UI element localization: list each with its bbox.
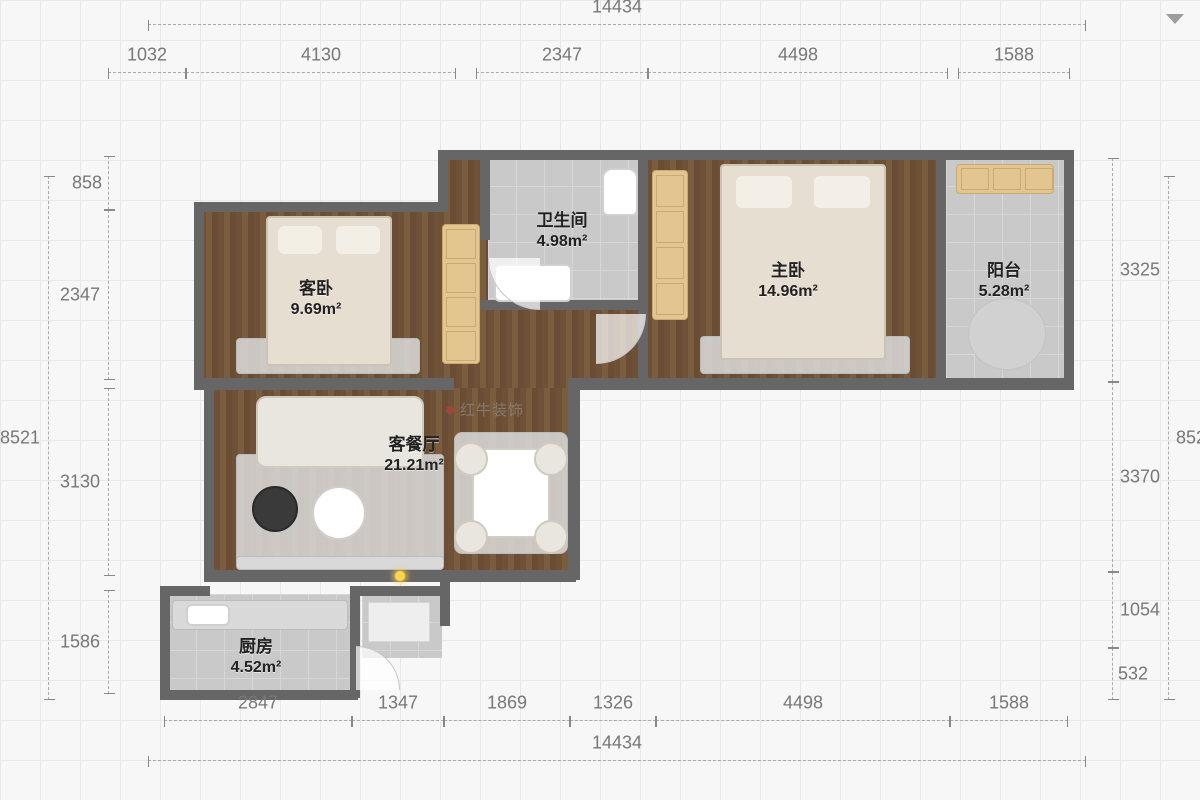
balcony-shelf xyxy=(956,164,1054,194)
wall-segment xyxy=(204,570,576,582)
room-label-balcony: 阳台 5.28m² xyxy=(979,256,1030,301)
wall-segment xyxy=(194,378,454,390)
balcony-rug xyxy=(968,298,1046,370)
room-name: 客卧 xyxy=(299,279,333,298)
dim-left-0-line xyxy=(108,156,109,210)
dim-right-0-value: 3325 xyxy=(1120,260,1160,281)
wall-segment xyxy=(638,150,648,388)
dim-left-3-line xyxy=(108,590,109,694)
light-indicator xyxy=(395,571,405,581)
dim-bottom-5-value: 1588 xyxy=(989,693,1029,714)
wall-segment xyxy=(194,202,446,212)
master-bedroom-shelf xyxy=(652,170,688,320)
dim-top-0-line xyxy=(108,72,186,73)
dim-left-overall-line xyxy=(48,176,49,700)
dim-top-0-value: 1032 xyxy=(127,45,167,66)
dim-bottom-2-line xyxy=(444,720,570,721)
wall-segment xyxy=(1064,150,1074,386)
dim-bottom-1-line xyxy=(352,720,444,721)
dim-top-overall-line xyxy=(148,24,1086,25)
watermark: 红牛装饰 xyxy=(446,399,524,420)
room-label-living_dining: 客餐厅 21.21m² xyxy=(384,430,444,475)
kitchen-sink xyxy=(186,604,230,626)
room-label-guest_bedroom: 客卧 9.69m² xyxy=(291,274,342,319)
side-table xyxy=(252,486,298,532)
dim-top-1-value: 4130 xyxy=(301,45,341,66)
dim-bottom-0-value: 2847 xyxy=(238,693,278,714)
dim-left-0-value: 858 xyxy=(72,173,102,194)
room-name: 阳台 xyxy=(987,261,1021,280)
dim-bottom-3-line xyxy=(570,720,656,721)
tv-unit xyxy=(236,556,444,570)
room-name: 客餐厅 xyxy=(389,435,440,454)
wall-segment xyxy=(568,378,580,580)
dim-right-0-line xyxy=(1112,158,1113,382)
dining-chair xyxy=(454,442,488,476)
dim-top-1-line xyxy=(186,72,456,73)
dim-bottom-0-line xyxy=(164,720,352,721)
dim-top-3-value: 4498 xyxy=(778,45,818,66)
dining-chair xyxy=(454,520,488,554)
dim-right-overall-line xyxy=(1168,176,1169,700)
dim-right-1-line xyxy=(1112,382,1113,572)
room-area: 5.28m² xyxy=(979,283,1030,301)
dim-bottom-4-line xyxy=(656,720,950,721)
wall-segment xyxy=(936,150,946,388)
room-label-kitchen: 厨房 4.52m² xyxy=(231,632,282,677)
dim-left-1-value: 2347 xyxy=(60,285,100,306)
dim-right-3-line xyxy=(1112,648,1113,700)
dim-right-2-line xyxy=(1112,572,1113,648)
room-area: 14.96m² xyxy=(758,283,818,301)
room-label-master_bedroom: 主卧 14.96m² xyxy=(758,256,818,301)
dim-left-2-value: 3130 xyxy=(60,472,100,493)
entry-mat xyxy=(368,602,430,642)
dim-top-4-line xyxy=(958,72,1070,73)
dim-bottom-2-value: 1869 xyxy=(487,693,527,714)
dining-chair xyxy=(534,520,568,554)
guest-bedroom-shelf xyxy=(442,224,480,364)
dim-bottom-overall-value: 14434 xyxy=(592,733,642,754)
dim-top-3-line xyxy=(648,72,948,73)
dim-top-2-value: 2347 xyxy=(542,45,582,66)
dim-top-overall-value: 14434 xyxy=(592,0,642,18)
wall-segment xyxy=(438,150,1074,160)
wall-segment xyxy=(440,582,450,626)
room-name: 主卧 xyxy=(771,261,805,280)
room-area: 9.69m² xyxy=(291,301,342,319)
dim-left-2-line xyxy=(108,388,109,576)
dim-top-2-line xyxy=(476,72,648,73)
room-area: 4.52m² xyxy=(231,659,282,677)
dim-bottom-4-value: 4498 xyxy=(783,693,823,714)
dim-bottom-1-value: 1347 xyxy=(378,693,418,714)
wall-segment xyxy=(480,150,490,240)
dim-right-1-value: 3370 xyxy=(1120,467,1160,488)
dim-bottom-3-value: 1326 xyxy=(593,693,633,714)
room-area: 21.21m² xyxy=(384,457,444,475)
dim-left-1-line xyxy=(108,210,109,380)
dim-right-2-value: 1054 xyxy=(1120,600,1160,621)
wall-segment xyxy=(204,378,214,580)
room-label-bathroom: 卫生间 4.98m² xyxy=(537,206,588,251)
dim-right-3-value: 532 xyxy=(1118,664,1148,685)
dim-bottom-overall-line xyxy=(148,760,1086,761)
floor-plan: 客卧 9.69m² 卫生间 4.98m² 主卧 14.96m² 阳台 5.28m² 客餐厅 21.… xyxy=(0,0,1200,800)
watermark-brand: 红牛装饰 xyxy=(460,399,524,420)
wall-segment xyxy=(438,150,448,212)
wall-segment xyxy=(160,586,170,698)
wall-segment xyxy=(350,586,448,596)
wall-segment xyxy=(194,202,204,388)
dim-bottom-5-line xyxy=(950,720,1068,721)
dim-left-overall-value: 8521 xyxy=(0,428,40,449)
watermark-dot-icon xyxy=(446,406,454,414)
room-name: 卫生间 xyxy=(537,211,588,230)
dim-left-3-value: 1586 xyxy=(60,632,100,653)
toilet xyxy=(602,168,638,216)
chevron-down-icon[interactable] xyxy=(1166,14,1184,24)
dim-top-4-value: 1588 xyxy=(994,45,1034,66)
dim-right-overall-value: 8521 xyxy=(1176,428,1200,449)
coffee-table xyxy=(312,486,366,540)
room-name: 厨房 xyxy=(239,637,273,656)
dining-chair xyxy=(534,442,568,476)
room-area: 4.98m² xyxy=(537,233,588,251)
